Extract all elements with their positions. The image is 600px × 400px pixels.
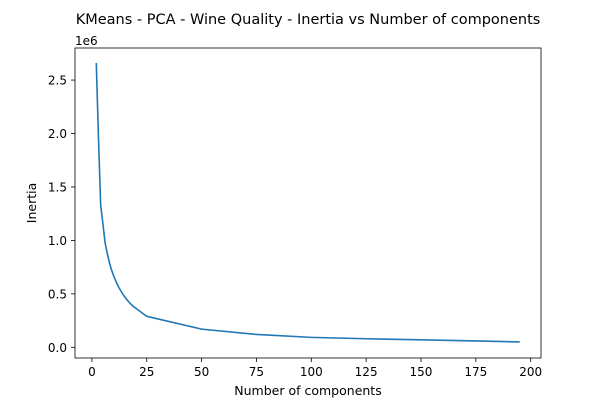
plot-area: 0 25 50 75 100 125 150 175 200 0.0 0.5 1.0 1.5 2.0 2.5 — [48, 47, 542, 379]
y-tick-label: 1.5 — [48, 180, 67, 194]
axes-frame — [74, 47, 542, 359]
x-tick-label: 150 — [410, 365, 433, 379]
x-tick-label: 175 — [464, 365, 487, 379]
x-tick-label: 100 — [300, 365, 323, 379]
y-axis-label: Inertia — [24, 183, 39, 223]
chart-title: KMeans - PCA - Wine Quality - Inertia vs… — [76, 12, 541, 28]
y-tick-label: 0.0 — [48, 341, 67, 355]
y-tick-label: 2.5 — [48, 74, 67, 88]
x-tick-label: 25 — [139, 365, 154, 379]
y-tick-label: 0.5 — [48, 287, 67, 301]
x-axis-label: Number of components — [234, 383, 381, 398]
x-tick-label: 200 — [519, 365, 542, 379]
x-tick-label: 50 — [194, 365, 209, 379]
y-tick-label: 2.0 — [48, 127, 67, 141]
y-tick-label: 1.0 — [48, 234, 67, 248]
series-line — [95, 62, 520, 343]
x-tick-label: 0 — [88, 365, 96, 379]
x-tick-label: 75 — [249, 365, 264, 379]
y-axis-offset-label: 1e6 — [75, 34, 98, 48]
x-tick-label: 125 — [355, 365, 378, 379]
